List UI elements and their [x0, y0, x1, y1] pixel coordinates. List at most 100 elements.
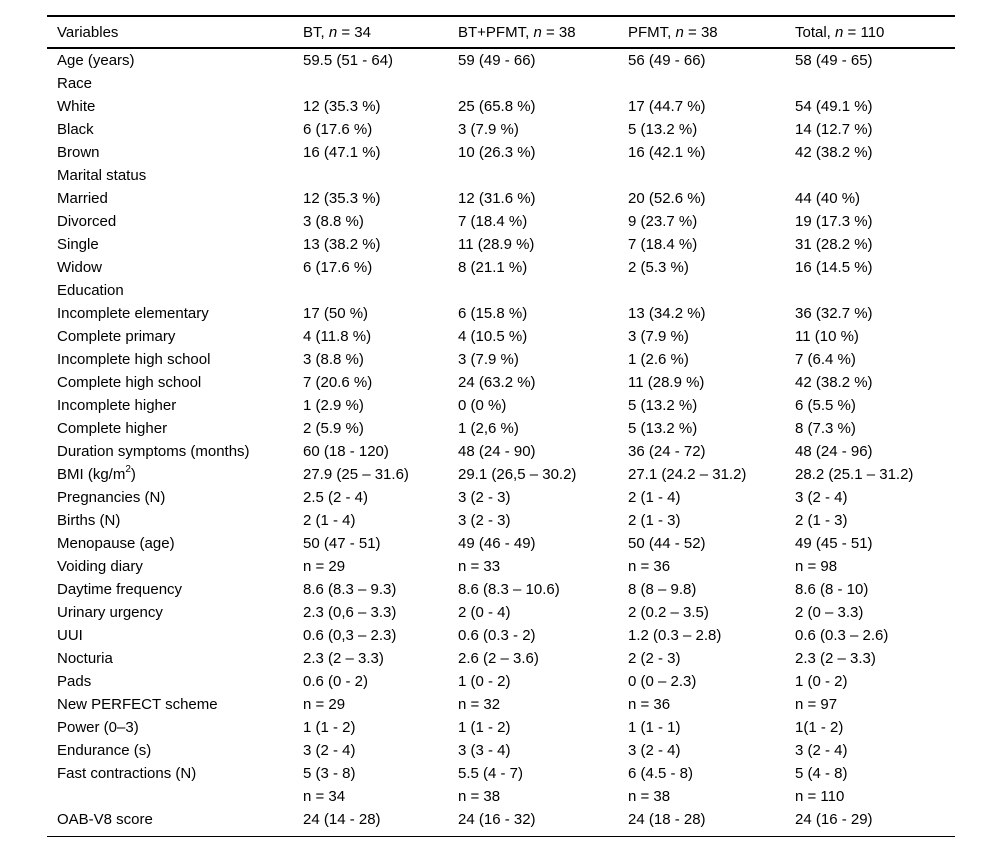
- cell: 59 (49 - 66): [458, 52, 536, 69]
- cell: 56 (49 - 66): [628, 52, 706, 69]
- cell: 7 (6.4 %): [795, 351, 856, 368]
- cell: 5 (13.2 %): [628, 121, 698, 138]
- cell: [458, 164, 628, 187]
- row-label: Widow: [57, 259, 103, 276]
- cell: 44 (40 %): [795, 190, 861, 207]
- cell: 60 (18 - 120): [303, 443, 389, 460]
- cell: 5 (13.2 %): [628, 420, 698, 437]
- row-label: Single: [57, 236, 99, 253]
- cell: 10 (26.3 %): [458, 144, 536, 161]
- cell: [628, 279, 795, 302]
- cell: 7 (20.6 %): [303, 374, 373, 391]
- cell: 2 (1 - 3): [628, 512, 681, 529]
- cell: 17 (50 %): [303, 305, 369, 322]
- table-row: Complete higher 2 (5.9 %) 1 (2,6 %) 5 (13.2…: [47, 417, 955, 440]
- cell: 24 (18 - 28): [628, 811, 706, 828]
- cell: 16 (47.1 %): [303, 144, 381, 161]
- cell: n = 38: [458, 788, 501, 805]
- cell: 1 (1 - 2): [458, 719, 511, 736]
- row-label: Voiding diary: [57, 558, 143, 575]
- cell: 6 (4.5 - 8): [628, 765, 694, 782]
- row-label: Power (0–3): [57, 719, 139, 736]
- cell: 2 (5.3 %): [628, 259, 689, 276]
- cell: 1 (0 - 2): [795, 673, 848, 690]
- row-label-text: BMI (kg/m: [57, 466, 126, 483]
- data-table: Variables BT, n = 34 BT+PFMT, n = 38 PFM…: [47, 15, 955, 837]
- table-row: Endurance (s) 3 (2 - 4) 3 (3 - 4) 3 (2 - 4)…: [47, 739, 955, 762]
- header-row: Variables BT, n = 34 BT+PFMT, n = 38 PFM…: [47, 16, 955, 49]
- cell: 1.2 (0.3 – 2.8): [628, 627, 722, 644]
- cell: 27.9 (25 – 31.6): [303, 466, 409, 483]
- cell: 24 (63.2 %): [458, 374, 536, 391]
- cell: 1 (1 - 1): [628, 719, 681, 736]
- table-row: Incomplete elementary 17 (50 %) 6 (15.8 %)…: [47, 302, 955, 325]
- cell: 2 (1 - 4): [303, 512, 356, 529]
- cell: 2 (5.9 %): [303, 420, 364, 437]
- cell: 31 (28.2 %): [795, 236, 873, 253]
- table-row: Incomplete high school 3 (8.8 %) 3 (7.9 %)…: [47, 348, 955, 371]
- group-name: BT+PFMT,: [458, 23, 534, 41]
- cell: 1(1 - 2): [795, 719, 844, 736]
- cell: 8 (8 – 9.8): [628, 581, 697, 598]
- cell: 5 (4 - 8): [795, 765, 848, 782]
- row-label: Incomplete higher: [57, 397, 177, 414]
- cell: 5 (3 - 8): [303, 765, 356, 782]
- cell: 48 (24 - 96): [795, 443, 873, 460]
- cell: 3 (8.8 %): [303, 213, 364, 230]
- cell: 49 (46 - 49): [458, 535, 536, 552]
- cell: 13 (38.2 %): [303, 236, 381, 253]
- row-label: Duration symptoms (months): [57, 443, 250, 460]
- table-row: Pregnancies (N) 2.5 (2 - 4) 3 (2 - 3) 2 (1 …: [47, 486, 955, 509]
- cell: 8 (21.1 %): [458, 259, 528, 276]
- table-row: BMI (kg/m2) 27.9 (25 – 31.6) 29.1 (26,5 – …: [47, 463, 955, 486]
- table-row: White 12 (35.3 %) 25 (65.8 %) 17 (44.7 %) 54…: [47, 95, 955, 118]
- n-symbol: n: [835, 23, 844, 41]
- cell: 6 (15.8 %): [458, 305, 528, 322]
- cell: [303, 279, 458, 302]
- cell: 3 (2 - 4): [628, 742, 681, 759]
- baseline-characteristics-table: Variables BT, n = 34 BT+PFMT, n = 38 PFM…: [47, 15, 955, 837]
- cell: 2.6 (2 – 3.6): [458, 650, 539, 667]
- cell: n = 32: [458, 696, 501, 713]
- row-label: UUI: [57, 627, 83, 644]
- cell: 48 (24 - 90): [458, 443, 536, 460]
- cell: 25 (65.8 %): [458, 98, 536, 115]
- cell: 3 (7.9 %): [458, 121, 519, 138]
- col-header-bt: BT, n = 34: [303, 16, 458, 49]
- row-label: Age (years): [57, 52, 135, 69]
- cell: 20 (52.6 %): [628, 190, 706, 207]
- table-row: OAB-V8 score 24 (14 - 28) 24 (16 - 32) 24 (…: [47, 808, 955, 831]
- cell: [628, 72, 795, 95]
- cell: 8.6 (8 - 10): [795, 581, 869, 598]
- table-row: Education: [47, 279, 955, 302]
- table-row: UUI 0.6 (0,3 – 2.3) 0.6 (0.3 - 2) 1.2 (0.3 …: [47, 624, 955, 647]
- row-label: Nocturia: [57, 650, 113, 667]
- cell: 42 (38.2 %): [795, 374, 873, 391]
- table-row: Power (0–3) 1 (1 - 2) 1 (1 - 2) 1 (1 - 1) 1(…: [47, 716, 955, 739]
- cell: [458, 279, 628, 302]
- cell: 3 (2 - 4): [795, 742, 848, 759]
- cell: n = 97: [795, 696, 838, 713]
- cell: 16 (42.1 %): [628, 144, 706, 161]
- cell: 2 (0 - 4): [458, 604, 511, 621]
- row-label: Incomplete high school: [57, 351, 211, 368]
- cell: 42 (38.2 %): [795, 144, 873, 161]
- table-row: Brown 16 (47.1 %) 10 (26.3 %) 16 (42.1 %) 42…: [47, 141, 955, 164]
- cell: 36 (24 - 72): [628, 443, 706, 460]
- table-row: Urinary urgency 2.3 (0,6 – 3.3) 2 (0 - 4) 2…: [47, 601, 955, 624]
- table-row: Widow 6 (17.6 %) 8 (21.1 %) 2 (5.3 %) 16 (14…: [47, 256, 955, 279]
- cell: 24 (14 - 28): [303, 811, 381, 828]
- row-label: Marital status: [57, 167, 147, 184]
- cell: n = 98: [795, 558, 838, 575]
- cell: 8.6 (8.3 – 10.6): [458, 581, 560, 598]
- cell: 3 (7.9 %): [628, 328, 689, 345]
- row-label: Daytime frequency: [57, 581, 183, 598]
- cell: 36 (32.7 %): [795, 305, 873, 322]
- cell: 2.3 (0,6 – 3.3): [303, 604, 397, 621]
- cell: 11 (28.9 %): [628, 374, 705, 391]
- table-row: Voiding diary n = 29 n = 33 n = 36 n = 98: [47, 555, 955, 578]
- cell: 19 (17.3 %): [795, 213, 873, 230]
- cell: 0.6 (0,3 – 2.3): [303, 627, 397, 644]
- cell: 9 (23.7 %): [628, 213, 698, 230]
- table-row: Duration symptoms (months) 60 (18 - 120) 4…: [47, 440, 955, 463]
